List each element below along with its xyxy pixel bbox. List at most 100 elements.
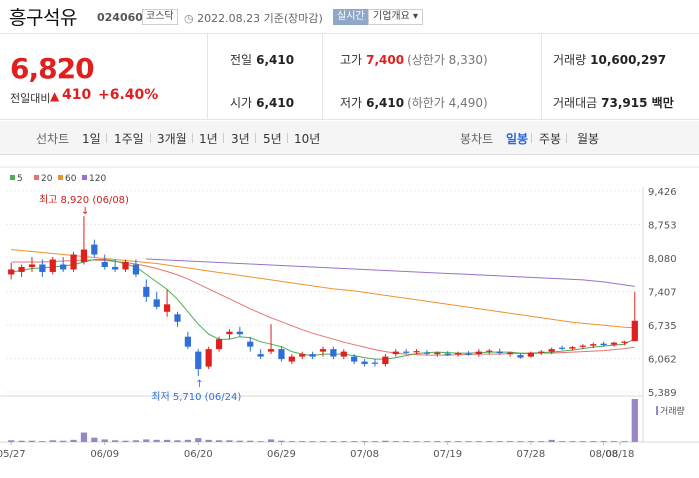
tab-5y[interactable]: 5년	[263, 132, 282, 146]
diff-label: 전일대비	[10, 92, 51, 105]
tab-1w[interactable]: 1주일	[114, 132, 144, 146]
candle-body	[569, 347, 576, 349]
volume-bar	[205, 439, 212, 442]
candle-body	[475, 351, 483, 355]
volume-bar	[496, 441, 503, 442]
tab-3m[interactable]: 3개월	[157, 132, 187, 146]
y-tick-label: 6,062	[648, 355, 677, 366]
ma20-line	[11, 259, 635, 356]
candle-body	[579, 345, 586, 347]
prev-close-label: 전일	[230, 53, 253, 67]
volume-bar	[215, 440, 223, 442]
ma5-line	[11, 259, 636, 360]
volume-bar	[122, 440, 129, 442]
candle-body	[236, 331, 243, 335]
tab-1y[interactable]: 1년	[199, 132, 218, 146]
volume-stat: 거래량 10,600,297	[553, 51, 666, 68]
volume-value: 10,600,297	[590, 53, 667, 67]
divider	[531, 133, 532, 143]
date-info: ◷ 2022.08.23 기준(장마감)	[184, 10, 323, 26]
tab-monthly[interactable]: 월봉	[577, 132, 600, 146]
candle-body	[80, 249, 88, 262]
volume-bar	[517, 441, 524, 442]
volume-bar	[434, 441, 441, 442]
volume-bar	[101, 439, 108, 442]
tab-10y[interactable]: 10년	[294, 132, 321, 146]
divider	[106, 133, 107, 143]
candle-body	[434, 352, 441, 355]
candlestick-chart[interactable]: 5 20 60 120 최고 8,920 (06/08)↓ ↑최저 5,710 (06/…	[0, 166, 699, 478]
volume-bar	[423, 441, 431, 442]
diff-value: 410	[62, 87, 92, 103]
diff-rate: +6.40%	[98, 87, 159, 103]
x-tick-label: 08/08	[589, 449, 618, 460]
legend-label: 60	[65, 174, 77, 184]
x-tick-label: 06/20	[184, 449, 213, 460]
candle-body	[70, 254, 77, 270]
lower-limit: (하한가 4,490)	[407, 96, 488, 110]
volume-bar	[288, 441, 295, 442]
x-tick-label: 06/29	[267, 449, 296, 460]
stock-code: 024060	[97, 11, 143, 24]
volume-bar	[267, 439, 275, 442]
volume-bar	[631, 399, 638, 442]
candle-body	[184, 336, 192, 347]
candle-body	[101, 261, 108, 267]
candle-body	[340, 351, 347, 357]
candle-body	[361, 361, 368, 365]
candle-body	[299, 354, 306, 357]
candle-body	[403, 351, 410, 353]
volume-bar	[392, 441, 399, 442]
tab-daily[interactable]: 일봉	[506, 132, 529, 146]
divider	[192, 133, 193, 143]
volume-bar	[18, 440, 25, 442]
candle-body	[465, 353, 472, 355]
open-label: 시가	[230, 96, 253, 110]
legend-swatch	[34, 175, 39, 180]
line-chart-label: 선차트	[36, 132, 70, 146]
divider	[287, 133, 288, 143]
volume-bar	[163, 439, 171, 442]
volume-bar	[382, 440, 389, 442]
volume-bar	[60, 440, 67, 442]
volume-bar	[538, 441, 545, 442]
candle-body	[351, 356, 358, 362]
candle-body	[288, 356, 295, 362]
stock-header: 흥구석유 024060 코스닥 ◷ 2022.08.23 기준(장마감) 실시간…	[0, 0, 699, 34]
candle-body	[195, 351, 202, 370]
volume-bar	[309, 441, 316, 442]
candle-body	[163, 304, 171, 312]
x-tick-label: 05/27	[0, 449, 26, 460]
realtime-button[interactable]: 실시간	[333, 9, 369, 25]
candle-body	[112, 266, 119, 270]
y-axis: 9,426 8,753 8,080 7,407 6,735 6,062 5,389	[648, 187, 677, 399]
volume-bar	[174, 440, 181, 442]
candle-body	[548, 349, 555, 352]
date-text: 2022.08.23 기준(장마감)	[197, 12, 323, 25]
candle-chart-label: 봉차트	[460, 132, 494, 146]
candle-body	[371, 362, 379, 364]
legend-label: 120	[89, 174, 106, 184]
stock-name: 흥구석유	[9, 7, 77, 29]
candle-body	[382, 356, 389, 365]
volume-bar	[247, 440, 254, 442]
tab-weekly[interactable]: 주봉	[539, 132, 562, 146]
open-stat: 시가 6,410	[230, 94, 294, 111]
divider	[322, 34, 323, 120]
high-value: 7,400	[366, 53, 405, 67]
prev-close-stat: 전일 6,410	[230, 51, 294, 68]
price-summary: 6,820 전일대비 ▲ 410 +6.40% 전일 6,410 고가 7,400(…	[0, 34, 699, 120]
ma60-line	[11, 249, 635, 329]
tab-1d[interactable]: 1일	[82, 132, 101, 146]
volume-bar	[610, 441, 618, 442]
volume-legend-swatch	[656, 406, 658, 415]
company-info-dropdown[interactable]: 기업개요 ▾	[368, 9, 423, 25]
candle-body	[486, 350, 493, 352]
volume-bar	[153, 439, 160, 442]
volume-bar	[112, 440, 119, 442]
candle-body	[132, 264, 140, 275]
candle-body	[558, 347, 566, 349]
tab-3y[interactable]: 3년	[231, 132, 250, 146]
volume-bar	[403, 441, 410, 442]
y-tick-label: 9,426	[648, 187, 677, 198]
